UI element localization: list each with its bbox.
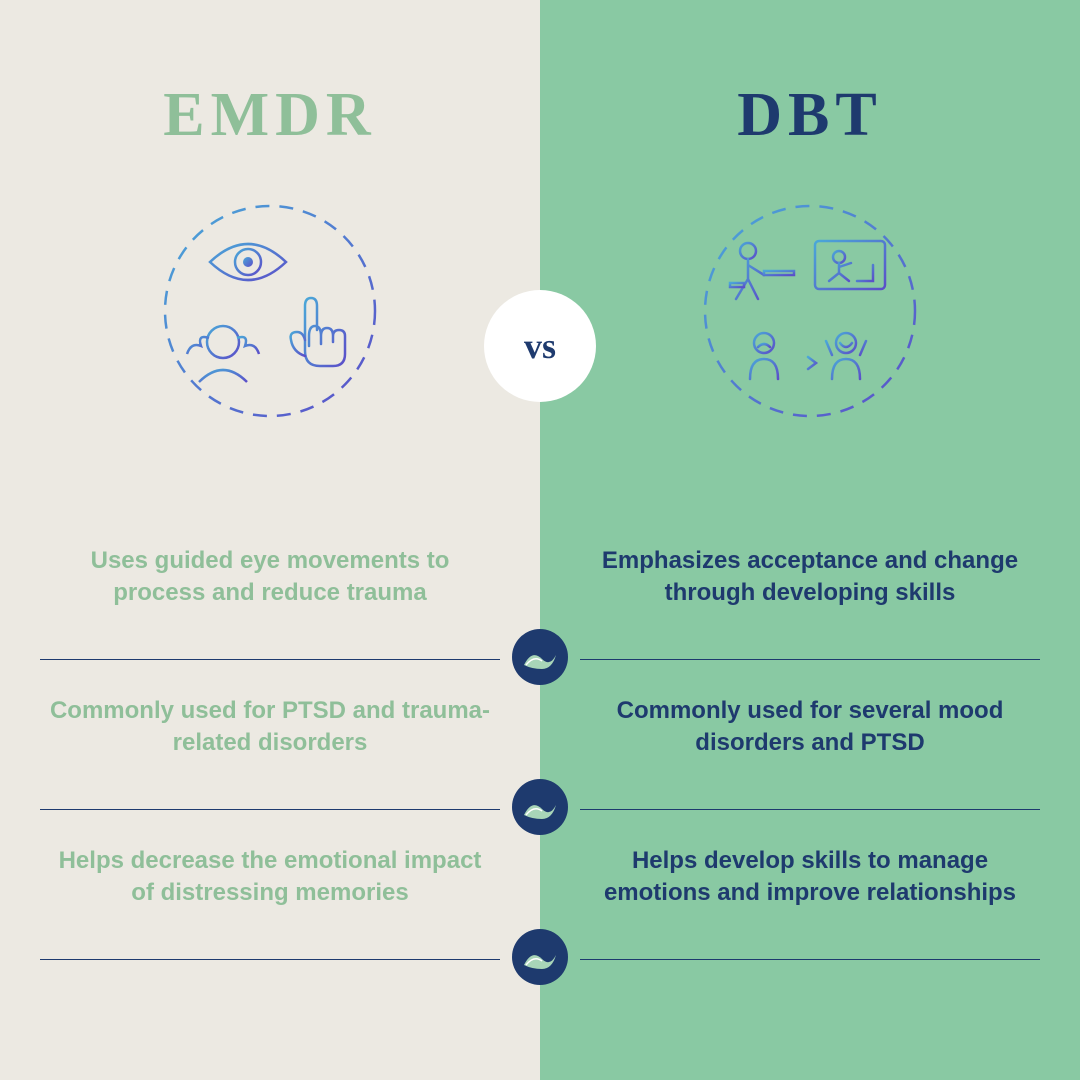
divider-line (580, 959, 1040, 960)
comparison-row: Uses guided eye movements to process and… (0, 535, 1080, 685)
divider-line (580, 659, 1040, 660)
points-grid: Uses guided eye movements to process and… (0, 535, 1080, 985)
right-point-1: Emphasizes acceptance and change through… (540, 535, 1080, 685)
comparison-row: Helps decrease the emotional impact of d… (0, 835, 1080, 985)
comparison-container: EMDR (0, 0, 1080, 1080)
divider-line (40, 809, 500, 810)
wave-icon (512, 629, 568, 685)
right-title: DBT (737, 80, 882, 151)
left-title: EMDR (163, 80, 376, 151)
wave-icon (512, 779, 568, 835)
divider-line (40, 959, 500, 960)
left-point-2: Commonly used for PTSD and trauma-relate… (0, 685, 540, 835)
left-point-3: Helps decrease the emotional impact of d… (0, 835, 540, 985)
left-point-1: Uses guided eye movements to process and… (0, 535, 540, 685)
divider-line (580, 809, 1040, 810)
right-point-3: Helps develop skills to manage emotions … (540, 835, 1080, 985)
divider-line (40, 659, 500, 660)
right-point-2: Commonly used for several mood disorders… (540, 685, 1080, 835)
dbt-icon (690, 191, 930, 431)
comparison-row: Commonly used for PTSD and trauma-relate… (0, 685, 1080, 835)
emdr-icon (150, 191, 390, 431)
wave-icon (512, 929, 568, 985)
vs-badge: vs (484, 290, 596, 402)
vs-label: vs (524, 325, 556, 367)
